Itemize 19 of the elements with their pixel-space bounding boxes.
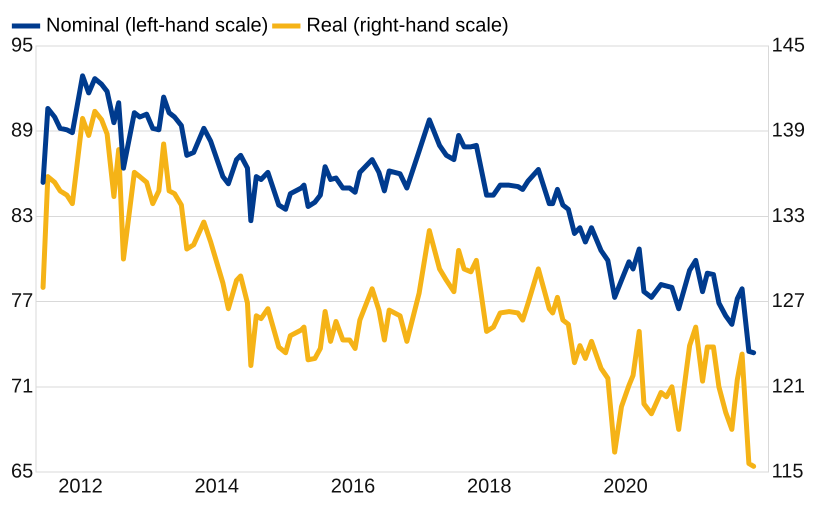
y2-tick-label: 139	[772, 120, 806, 142]
x-tick-label: 2016	[330, 476, 376, 498]
y2-tick-label: 115	[772, 460, 804, 483]
x-tick-label: 2020	[603, 476, 648, 498]
y2-tick-label: 121	[772, 375, 806, 398]
x-tick-label: 2018	[467, 476, 512, 498]
y-tick-label: 83	[10, 204, 34, 227]
x-tick-label: 2012	[58, 476, 103, 498]
y-tick-label: 77	[10, 290, 34, 312]
legend-label: Real (right-hand scale)	[306, 14, 509, 37]
y-tick-label: 65	[10, 460, 34, 483]
y-tick-label: 89	[10, 120, 34, 142]
y2-tick-label: 127	[772, 290, 806, 312]
y2-tick-label: 145	[772, 34, 806, 57]
x-tick-label: 2014	[194, 476, 240, 498]
y-tick-label: 71	[10, 375, 34, 398]
y-tick-label: 95	[10, 34, 34, 57]
legend-label: Nominal (left-hand scale)	[46, 14, 268, 37]
y2-tick-label: 133	[772, 204, 806, 227]
